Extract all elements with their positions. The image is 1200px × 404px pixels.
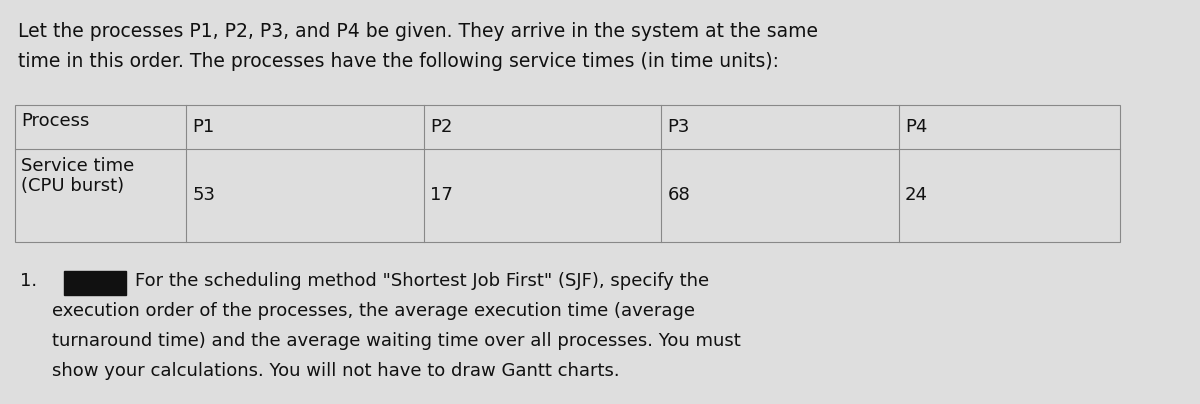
Text: 17: 17 <box>430 187 452 204</box>
Text: time in this order. The processes have the following service times (in time unit: time in this order. The processes have t… <box>18 52 779 71</box>
Text: P2: P2 <box>430 118 452 136</box>
Text: 24: 24 <box>905 187 928 204</box>
Bar <box>14 105 1120 242</box>
Text: Process: Process <box>22 112 89 130</box>
Text: P1: P1 <box>192 118 215 136</box>
Text: Let the processes P1, P2, P3, and P4 be given. They arrive in the system at the : Let the processes P1, P2, P3, and P4 be … <box>18 22 818 41</box>
Text: (CPU burst): (CPU burst) <box>22 177 124 195</box>
Text: For the scheduling method "Shortest Job First" (SJF), specify the: For the scheduling method "Shortest Job … <box>134 272 709 290</box>
Text: 68: 68 <box>667 187 690 204</box>
Text: P4: P4 <box>905 118 928 136</box>
Text: Service time: Service time <box>22 157 134 175</box>
Bar <box>64 271 126 295</box>
Text: P3: P3 <box>667 118 690 136</box>
Text: 53: 53 <box>192 187 215 204</box>
Text: 1.: 1. <box>20 272 37 290</box>
Text: turnaround time) and the average waiting time over all processes. You must: turnaround time) and the average waiting… <box>52 332 740 350</box>
Text: show your calculations. You will not have to draw Gantt charts.: show your calculations. You will not hav… <box>52 362 619 380</box>
Text: execution order of the processes, the average execution time (average: execution order of the processes, the av… <box>52 302 695 320</box>
